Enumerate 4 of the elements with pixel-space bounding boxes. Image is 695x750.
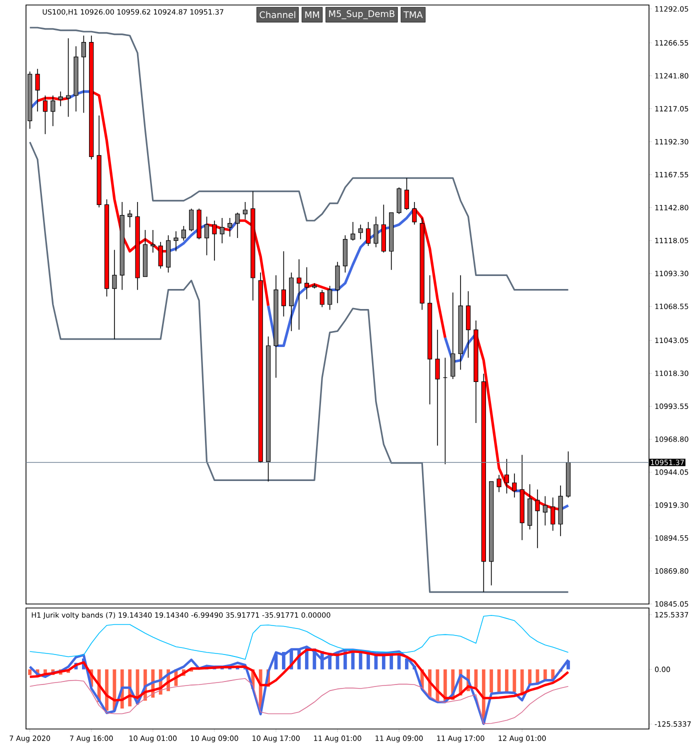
annotation: TMA xyxy=(403,11,423,18)
annotation: MM xyxy=(305,11,320,18)
annotation: M5_Sup_DemB xyxy=(329,10,394,20)
annotation: Channel xyxy=(260,11,296,18)
